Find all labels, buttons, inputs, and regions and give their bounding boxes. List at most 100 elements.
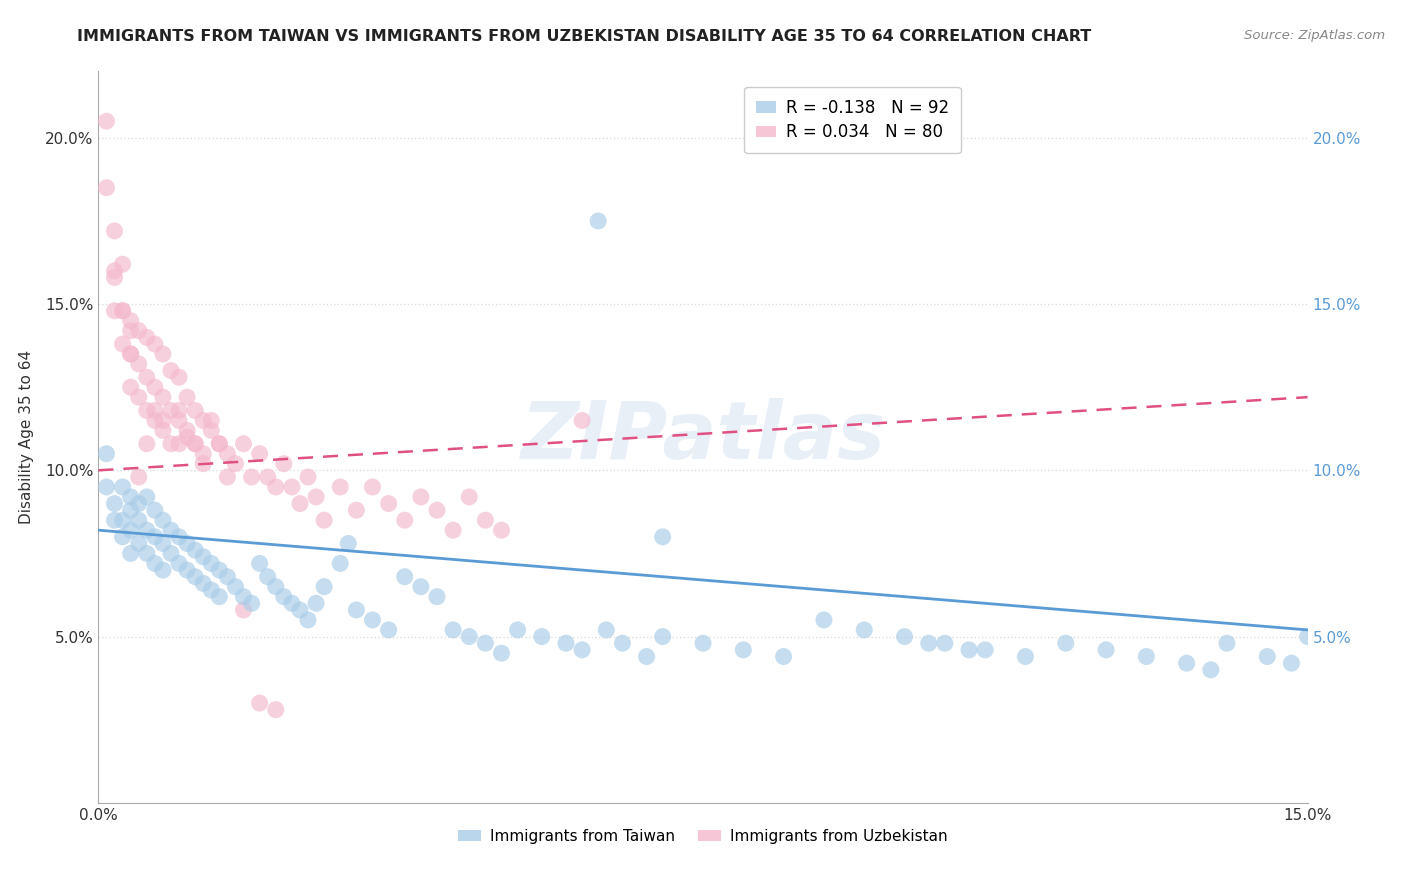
Point: [208, 436, 231, 450]
Point: [571, 643, 593, 657]
Point: [184, 570, 207, 584]
Point: [217, 447, 239, 461]
Point: [200, 557, 222, 571]
Point: [232, 436, 254, 450]
Point: [184, 436, 207, 450]
Point: [176, 563, 198, 577]
Point: [957, 643, 980, 657]
Point: [305, 490, 328, 504]
Point: [193, 457, 215, 471]
Point: [361, 613, 384, 627]
Point: [208, 590, 231, 604]
Point: [264, 703, 287, 717]
Point: [120, 503, 142, 517]
Point: [143, 557, 166, 571]
Point: [143, 380, 166, 394]
Point: [200, 413, 222, 427]
Point: [571, 413, 593, 427]
Point: [200, 424, 222, 438]
Text: ZIPatlas: ZIPatlas: [520, 398, 886, 476]
Point: [143, 337, 166, 351]
Point: [441, 623, 464, 637]
Point: [232, 590, 254, 604]
Point: [264, 580, 287, 594]
Point: [1014, 649, 1036, 664]
Point: [918, 636, 941, 650]
Point: [111, 513, 134, 527]
Point: [135, 546, 157, 560]
Point: [1256, 649, 1278, 664]
Point: [128, 357, 150, 371]
Point: [96, 180, 118, 194]
Point: [651, 630, 673, 644]
Point: [893, 630, 915, 644]
Point: [555, 636, 578, 650]
Point: [474, 636, 496, 650]
Point: [135, 523, 157, 537]
Point: [426, 590, 449, 604]
Point: [120, 347, 142, 361]
Point: [96, 447, 118, 461]
Point: [249, 696, 271, 710]
Point: [934, 636, 956, 650]
Point: [1054, 636, 1077, 650]
Point: [249, 447, 271, 461]
Point: [111, 303, 134, 318]
Point: [193, 576, 215, 591]
Point: [288, 497, 311, 511]
Point: [612, 636, 634, 650]
Point: [256, 470, 278, 484]
Point: [184, 436, 207, 450]
Point: [152, 563, 174, 577]
Point: [160, 546, 183, 560]
Point: [314, 513, 336, 527]
Point: [135, 403, 157, 417]
Point: [111, 530, 134, 544]
Point: [1296, 630, 1319, 644]
Y-axis label: Disability Age 35 to 64: Disability Age 35 to 64: [20, 350, 34, 524]
Point: [813, 613, 835, 627]
Point: [167, 557, 190, 571]
Point: [167, 436, 190, 450]
Point: [1281, 656, 1303, 670]
Point: [193, 447, 215, 461]
Point: [394, 570, 416, 584]
Point: [160, 363, 183, 377]
Point: [184, 543, 207, 558]
Point: [1199, 663, 1222, 677]
Point: [361, 480, 384, 494]
Point: [167, 530, 190, 544]
Point: [329, 557, 352, 571]
Point: [135, 490, 157, 504]
Point: [120, 380, 142, 394]
Point: [120, 523, 142, 537]
Point: [193, 413, 215, 427]
Point: [111, 480, 134, 494]
Text: IMMIGRANTS FROM TAIWAN VS IMMIGRANTS FROM UZBEKISTAN DISABILITY AGE 35 TO 64 COR: IMMIGRANTS FROM TAIWAN VS IMMIGRANTS FRO…: [77, 29, 1091, 44]
Point: [111, 257, 134, 271]
Point: [120, 314, 142, 328]
Point: [128, 324, 150, 338]
Point: [595, 623, 617, 637]
Legend: Immigrants from Taiwan, Immigrants from Uzbekistan: Immigrants from Taiwan, Immigrants from …: [453, 822, 953, 850]
Point: [111, 337, 134, 351]
Point: [193, 549, 215, 564]
Point: [377, 497, 399, 511]
Point: [176, 536, 198, 550]
Point: [160, 403, 183, 417]
Point: [152, 513, 174, 527]
Point: [506, 623, 529, 637]
Point: [103, 264, 125, 278]
Point: [636, 649, 658, 664]
Point: [120, 490, 142, 504]
Point: [128, 390, 150, 404]
Point: [152, 347, 174, 361]
Point: [240, 470, 263, 484]
Point: [288, 603, 311, 617]
Point: [103, 270, 125, 285]
Point: [409, 580, 432, 594]
Point: [264, 480, 287, 494]
Point: [1175, 656, 1198, 670]
Point: [217, 470, 239, 484]
Point: [441, 523, 464, 537]
